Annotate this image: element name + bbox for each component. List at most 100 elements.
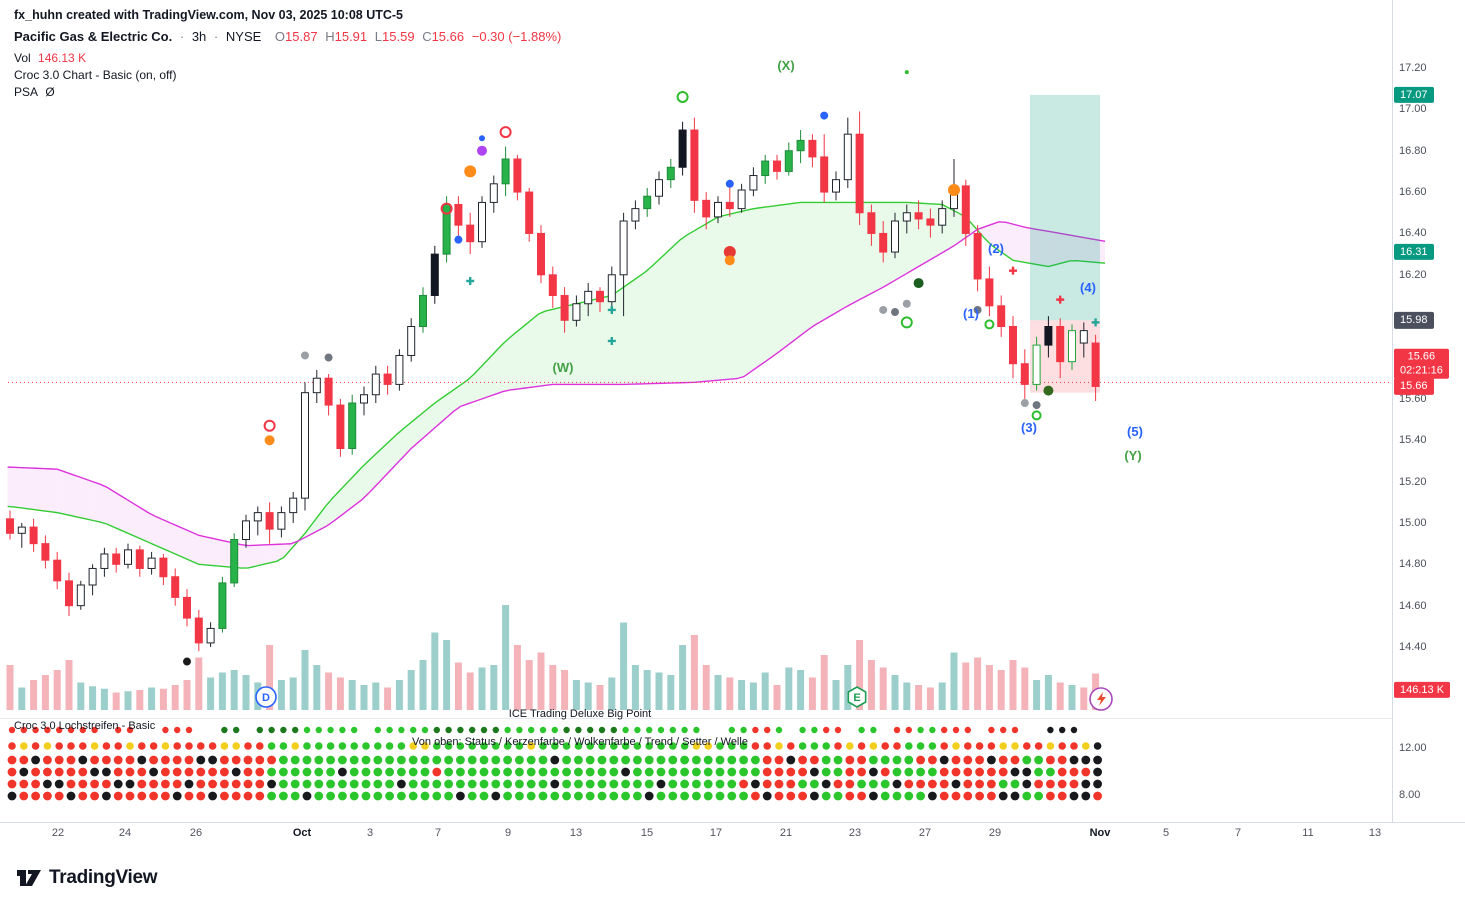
matrix-dot (810, 755, 819, 765)
matrix-dot (952, 726, 960, 734)
matrix-dot (397, 767, 406, 777)
matrix-dot (703, 779, 713, 789)
tradingview-logo[interactable]: TradingView (16, 866, 158, 890)
matrix-dot (397, 742, 406, 750)
cloud-fill (198, 535, 206, 565)
matrix-dot (940, 742, 948, 750)
matrix-dot (585, 779, 595, 789)
matrix-dot (1010, 779, 1020, 789)
time-axis-label: 15 (640, 827, 654, 839)
cloud-fill (326, 497, 334, 527)
matrix-dot (243, 755, 253, 765)
volume-bar (631, 665, 639, 710)
interval[interactable]: 3h (191, 29, 207, 44)
matrix-dot (774, 767, 784, 777)
matrix-dot (904, 767, 914, 777)
matrix-dot (1082, 742, 1090, 750)
matrix-dot (243, 779, 253, 789)
candle-body (312, 377, 321, 394)
matrix-dot (644, 791, 654, 801)
cloud-fill (666, 246, 674, 384)
time-axis-label: 21 (779, 827, 793, 839)
matrix-dot (267, 742, 276, 750)
matrix-dot (420, 779, 430, 789)
volume-legend[interactable]: Vol 146.13 K (14, 51, 90, 65)
matrix-dot (467, 755, 477, 765)
symbol-legend[interactable]: Pacific Gas & Electric Co. · 3h · NYSE O… (14, 29, 565, 44)
matrix-dot (515, 791, 524, 801)
matrix-dot (115, 726, 122, 734)
attribution: fx_huhn created with TradingView.com, No… (14, 8, 404, 22)
price-axis-label: 16.60 (1399, 186, 1427, 199)
matrix-dot (539, 726, 547, 734)
matrix-dot (562, 791, 571, 801)
dots-pane-title[interactable]: Croc 3.0 Lochstreifen - Basic (14, 720, 156, 732)
cloud-fill (170, 522, 178, 556)
cloud-fill (949, 208, 957, 249)
matrix-dot (528, 726, 535, 734)
volume-bar (502, 605, 510, 710)
matrix-dot (846, 742, 854, 750)
matrix-dot (326, 742, 335, 750)
matrix-dot (479, 791, 489, 801)
cloud-fill (262, 544, 270, 565)
matrix-dot (880, 791, 890, 801)
matrix-dot (255, 755, 265, 765)
matrix-dot (420, 755, 430, 765)
matrix-dot (833, 779, 843, 789)
matrix-dot (1058, 742, 1066, 750)
event-hex-badge (847, 686, 867, 708)
cloud-fill (630, 277, 638, 385)
price-axis-label: 14.40 (1399, 641, 1427, 654)
volume-bar (714, 675, 722, 710)
price-badge: 17.07 (1394, 86, 1434, 104)
volume-bar (195, 657, 203, 710)
matrix-dot (609, 767, 619, 777)
candle-body (820, 156, 829, 193)
matrix-dot (1069, 779, 1079, 789)
volume-bar (537, 652, 545, 710)
matrix-dot (161, 779, 170, 789)
risk-box (1030, 320, 1100, 393)
indicator-legend-psa[interactable]: PSA Ø (14, 85, 59, 99)
matrix-dot (598, 726, 606, 734)
indicator-croc-label[interactable]: Croc 3.0 Chart - Basic (on, off) (14, 68, 177, 82)
matrix-dot (220, 779, 229, 789)
matrix-dot (172, 755, 182, 765)
cloud-fill (850, 202, 858, 305)
candle-body (76, 584, 85, 607)
matrix-dot (149, 742, 158, 750)
matrix-dot (597, 755, 607, 765)
ohlc-close-value: 15.66 (431, 29, 465, 44)
symbol-title[interactable]: Pacific Gas & Electric Co. (14, 29, 173, 44)
matrix-dot (397, 755, 406, 765)
matrix-dot (988, 726, 995, 734)
candle-body (749, 175, 758, 191)
candle-body (761, 160, 770, 177)
indicator-legend-croc[interactable]: Croc 3.0 Chart - Basic (on, off) (14, 68, 181, 82)
volume-bar (124, 691, 132, 710)
matrix-dot (491, 779, 501, 789)
candle-body (725, 201, 734, 210)
candle-body (584, 290, 593, 305)
indicator-psa-label[interactable]: PSA (14, 85, 39, 99)
matrix-dot (1011, 742, 1019, 750)
matrix-dot (598, 742, 606, 750)
cloud-fill (743, 209, 752, 377)
matrix-dot (633, 779, 642, 789)
matrix-dot (31, 742, 40, 750)
cloud-fill (255, 544, 263, 567)
matrix-dot (727, 755, 737, 765)
cloud-fill (496, 343, 504, 394)
volume-bar (620, 622, 628, 710)
matrix-dot (787, 742, 795, 750)
cloud-fill (92, 481, 100, 522)
matrix-dot (892, 767, 902, 777)
volume-bar (679, 645, 687, 710)
matrix-dot (1057, 755, 1067, 765)
volume-bar (478, 667, 486, 710)
matrix-dot (857, 742, 866, 750)
matrix-dot (102, 767, 111, 777)
matrix-dot (79, 742, 87, 750)
